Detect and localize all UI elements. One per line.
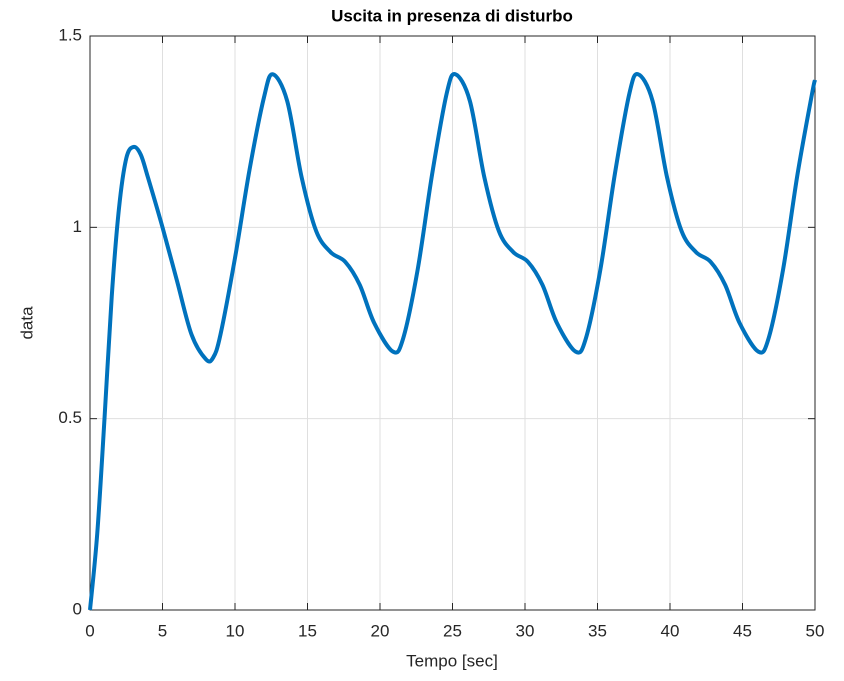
x-tick-label: 35 <box>588 621 607 640</box>
x-tick-label: 5 <box>158 621 167 640</box>
axes-box <box>89 35 816 611</box>
x-tick-label: 20 <box>371 621 390 640</box>
y-tick-label: 1.5 <box>58 25 82 44</box>
data-line <box>88 72 817 611</box>
x-tick-label: 40 <box>661 621 680 640</box>
y-tick-label: 1 <box>73 217 82 236</box>
x-tick-label: 15 <box>298 621 317 640</box>
y-axis-label: data <box>17 306 36 340</box>
x-tick-label: 30 <box>516 621 535 640</box>
x-tick-label: 0 <box>85 621 94 640</box>
x-tick-label: 50 <box>806 621 825 640</box>
x-tick-label: 10 <box>226 621 245 640</box>
x-axis-label: Tempo [sec] <box>406 651 498 670</box>
x-tick-label: 45 <box>733 621 752 640</box>
y-tick-label: 0.5 <box>58 408 82 427</box>
y-tick-label: 0 <box>73 599 82 618</box>
chart-title: Uscita in presenza di disturbo <box>331 6 573 25</box>
x-tick-label: 25 <box>443 621 462 640</box>
